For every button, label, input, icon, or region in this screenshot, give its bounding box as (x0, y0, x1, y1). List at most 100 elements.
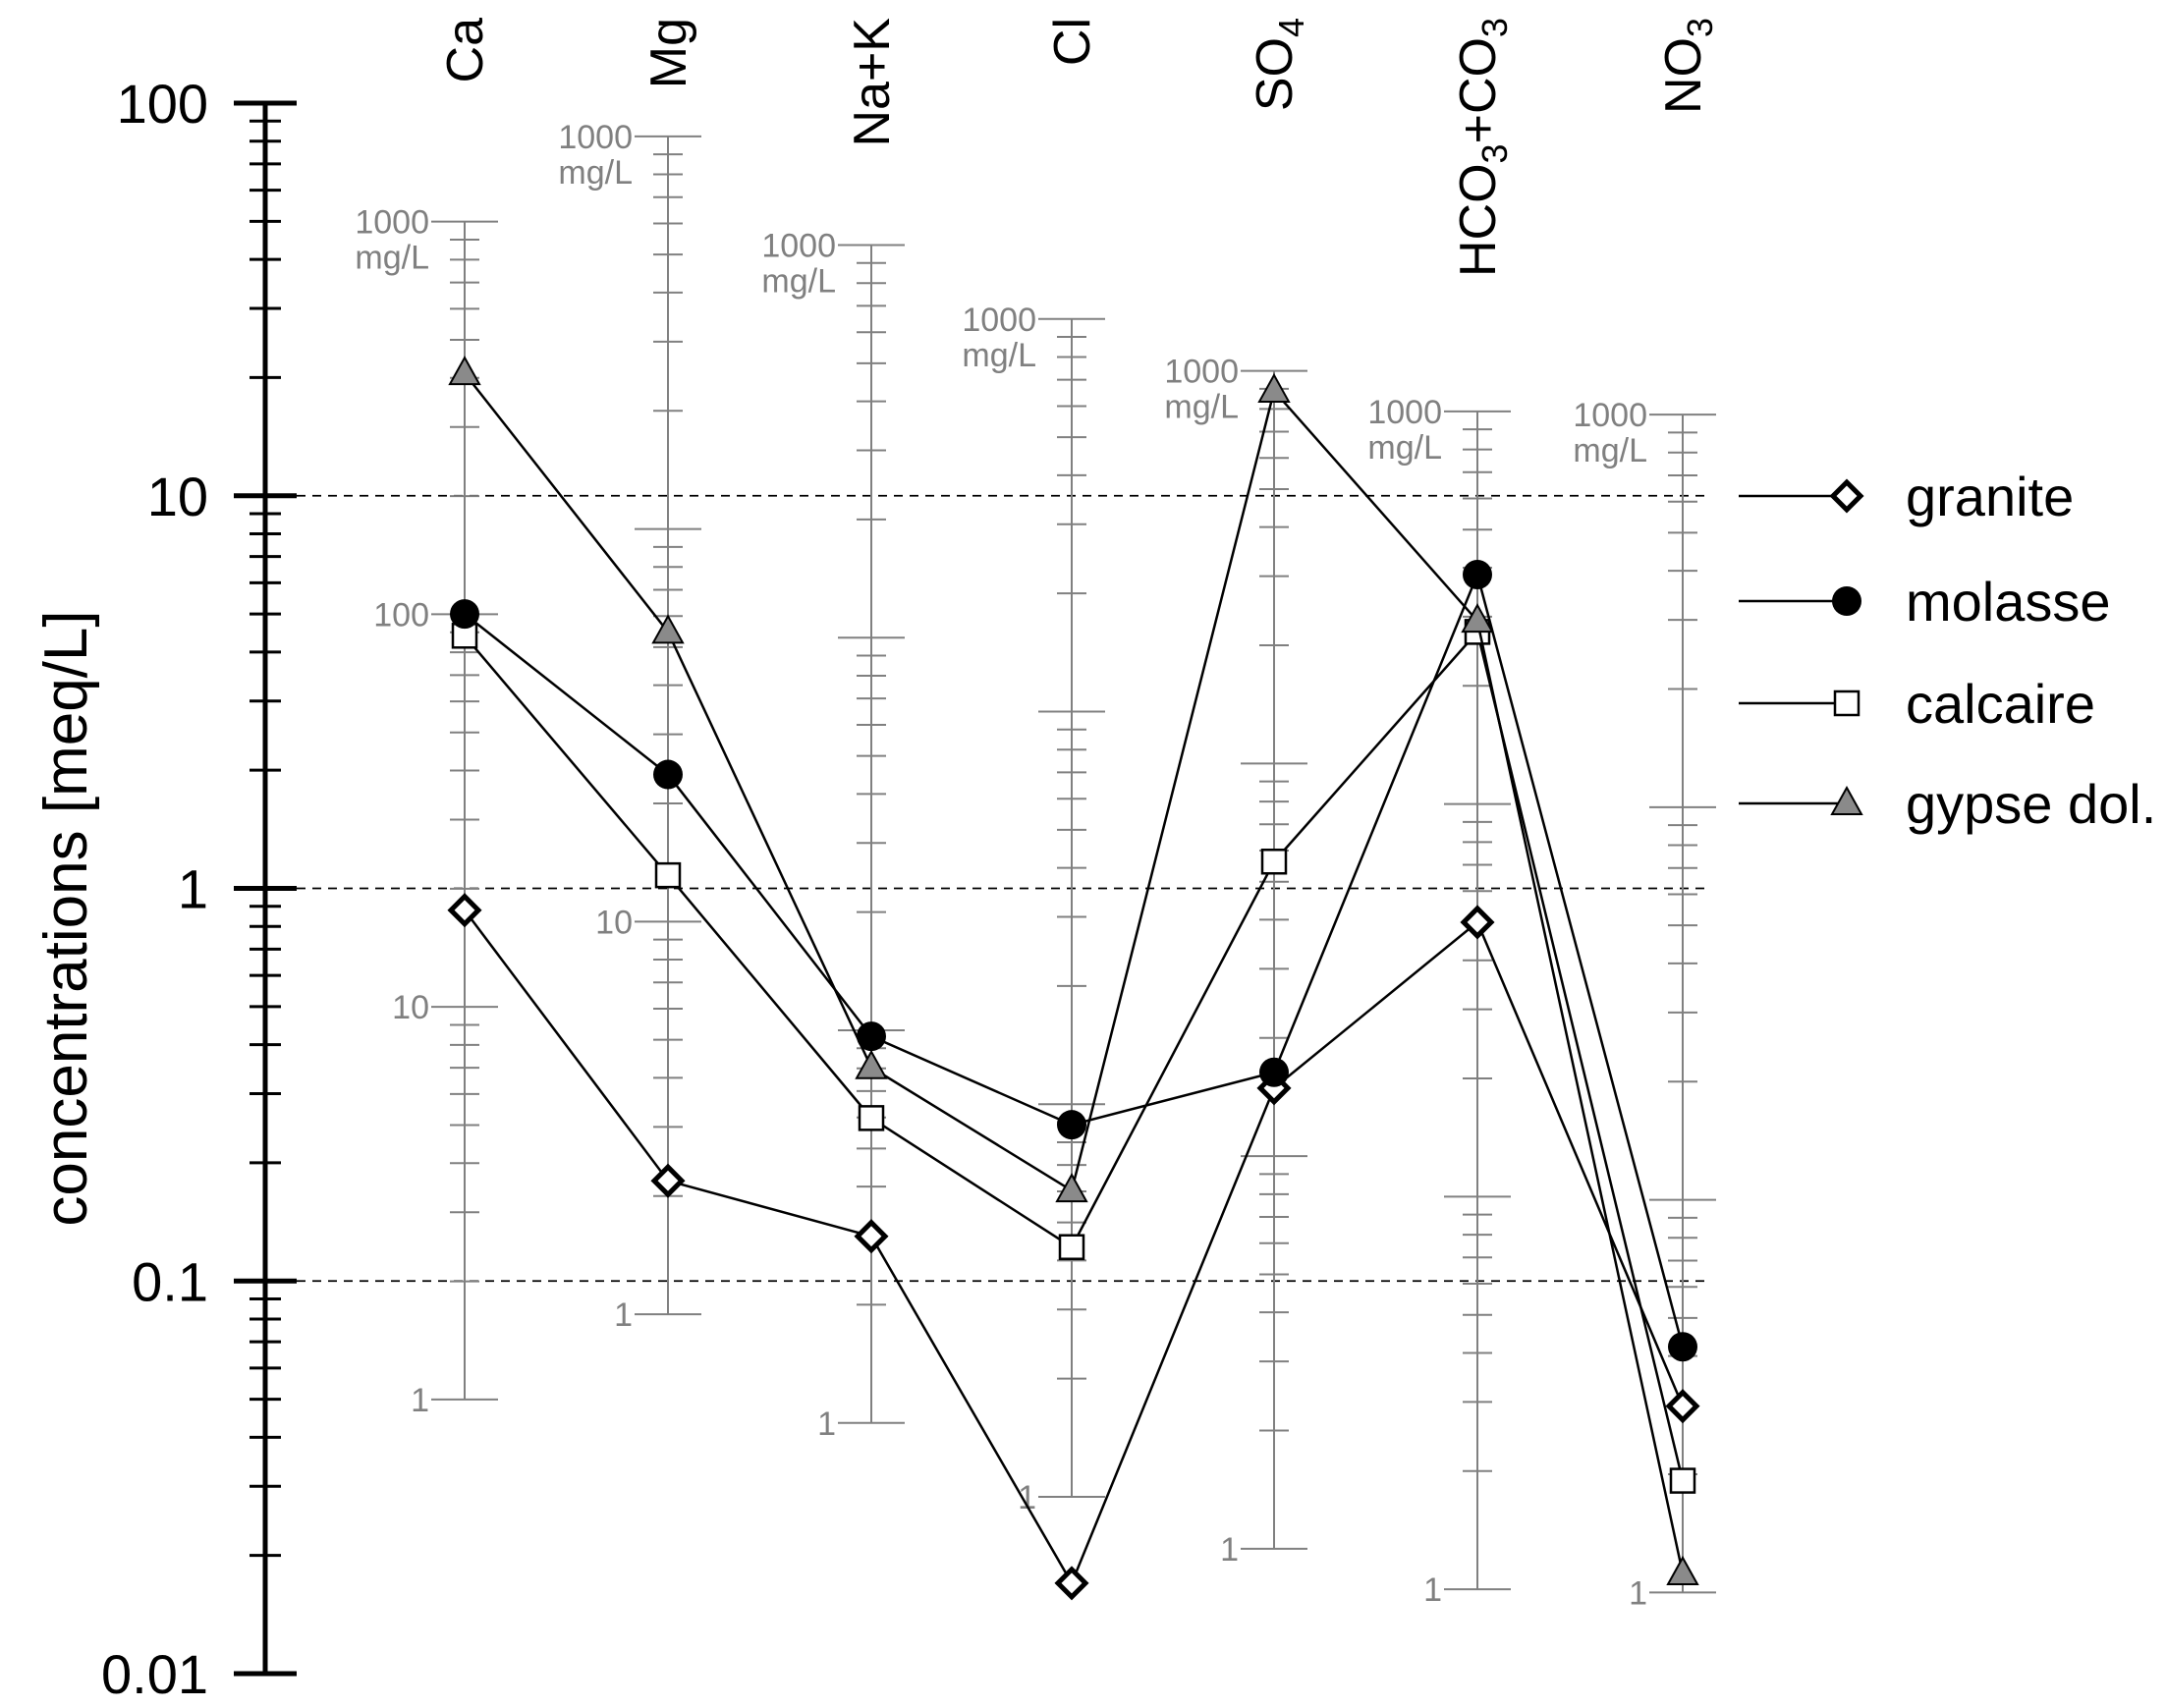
mg-label-1000: 1000 (1573, 397, 1647, 434)
mg-label-1000: 1000 (355, 204, 429, 242)
data-point (1460, 905, 1495, 940)
mg-label-1000: 1000 (1164, 354, 1239, 391)
ion-label-main: SO (1247, 37, 1304, 111)
y-tick-label: 10 (147, 466, 208, 527)
ion-label-sub: 3 (1680, 18, 1720, 37)
mg-axes: 1000mg/L1001011000mg/L1011000mg/L11000mg… (355, 119, 1716, 1612)
legend-item: granite (1739, 466, 2074, 527)
data-point (858, 1105, 885, 1131)
mg-label-value: 10 (595, 904, 633, 941)
data-point (450, 599, 479, 630)
data-point (654, 861, 682, 889)
mg-label-unit: mg/L (558, 154, 633, 192)
data-point (1057, 1110, 1086, 1140)
ion-label-main: Na+K (844, 18, 901, 147)
ion-label-sub: 4 (1271, 18, 1311, 37)
y-axis-label-group: concentrations [meq/L] (32, 610, 100, 1226)
data-point (653, 759, 683, 790)
ion-label: NO3 (1655, 18, 1720, 114)
data-point (1669, 1467, 1696, 1494)
mg-label-unit: mg/L (355, 240, 429, 277)
data-point (1054, 1566, 1089, 1601)
ion-label: Mg (640, 18, 697, 88)
y-axis-label: concentrations [meq/L] (32, 610, 100, 1226)
data-point (1668, 1332, 1697, 1362)
mg-label-1000: 1000 (1367, 394, 1442, 431)
legend-item: molasse (1739, 571, 2111, 633)
data-point (1260, 848, 1288, 875)
series-group (447, 356, 1700, 1601)
data-point (1257, 372, 1291, 403)
legend-marker (1832, 586, 1861, 616)
ion-label: SO4 (1247, 18, 1311, 111)
ion-label-main: Mg (640, 18, 697, 88)
ion-label-main: Ca (437, 18, 494, 83)
data-point (1463, 559, 1492, 589)
legend-label: granite (1906, 466, 2074, 527)
mg-label-value: 1 (817, 1405, 836, 1443)
y-tick-label: 0.1 (132, 1250, 208, 1312)
mg-label-unit: mg/L (1573, 432, 1647, 469)
series-molasse (450, 559, 1697, 1362)
ion-label: Cl (1044, 18, 1101, 66)
mg-label-unit: mg/L (962, 337, 1036, 374)
mg-label-value: 1 (1220, 1531, 1239, 1569)
series-gypse-dol- (448, 356, 1699, 1585)
data-point (1259, 1057, 1289, 1087)
mg-label-1000: 1000 (761, 228, 836, 265)
legend-item: calcaire (1739, 673, 2095, 735)
ion-label-sub: 3 (1474, 143, 1515, 163)
data-point (855, 1049, 888, 1079)
legend-marker (1833, 689, 1861, 717)
mg-label-value: 1 (1629, 1574, 1647, 1612)
series-line (464, 571, 1685, 1348)
ion-label-tail: +CO (1450, 37, 1507, 143)
y-axis: 100 10 1 0.1 0.01 (101, 73, 297, 1705)
legend-marker (1829, 478, 1864, 514)
ion-label-main: NO (1655, 37, 1712, 114)
mg-label-unit: mg/L (761, 263, 836, 301)
y-tick-label: 100 (117, 73, 208, 135)
mg-label-1000: 1000 (558, 119, 633, 156)
ion-label: Na+K (844, 18, 901, 147)
legend-marker (1830, 785, 1863, 815)
gridlines (265, 494, 1709, 1283)
ion-label-sub: 3 (1474, 18, 1515, 37)
data-point (1666, 1555, 1699, 1585)
mg-label-unit: mg/L (1367, 429, 1442, 467)
mg-label-unit: mg/L (1164, 389, 1239, 426)
data-point (854, 1219, 889, 1254)
data-point (857, 1021, 886, 1052)
ion-label: Ca (437, 18, 494, 83)
ion-label-main: HCO (1450, 163, 1507, 277)
data-point (1665, 1389, 1700, 1424)
ion-label-main: Cl (1044, 18, 1101, 66)
ion-label: HCO3+CO3 (1450, 18, 1515, 277)
data-point (1058, 1234, 1085, 1260)
legend-label: gypse dol. (1906, 773, 2156, 835)
mg-label-value: 1 (411, 1382, 429, 1419)
y-tick-label: 1 (178, 858, 208, 920)
data-point (1461, 603, 1494, 634)
mg-label-value: 1 (614, 1296, 633, 1334)
mg-label-1000: 1000 (962, 302, 1036, 339)
mg-label-value: 1 (1423, 1571, 1442, 1609)
y-tick-label: 0.01 (101, 1643, 208, 1705)
data-point (448, 356, 481, 386)
legend-label: molasse (1906, 571, 2111, 633)
mg-label-value: 10 (392, 989, 429, 1026)
mg-label-value: 100 (373, 596, 429, 634)
data-point (650, 1163, 686, 1198)
series-granite (447, 893, 1700, 1601)
legend: granite molasse calcaire gypse dol. (1739, 466, 2156, 835)
data-point (447, 893, 482, 928)
data-point (651, 614, 685, 644)
